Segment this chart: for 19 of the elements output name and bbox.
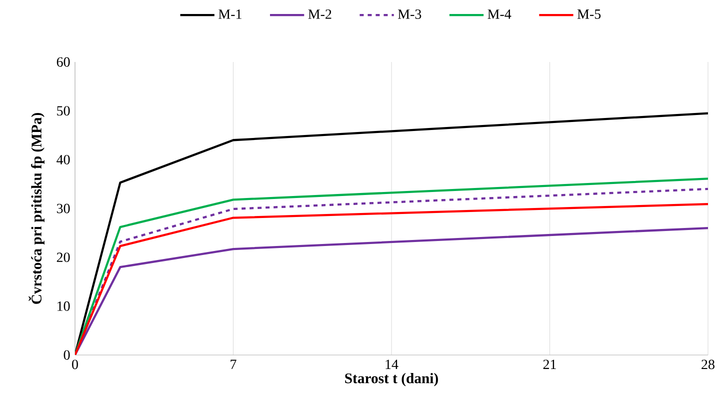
y-tick-label: 60 [56,57,70,67]
y-tick-label: 0 [64,350,70,360]
x-tick-label: 21 [543,360,556,369]
legend-label: M-1 [218,9,242,19]
y-tick-label: 30 [56,204,70,214]
y-tick-label: 10 [58,301,70,311]
legend-label: M-5 [577,10,601,19]
legend-label: M-4 [488,10,512,19]
y-tick-label: 40 [56,154,70,164]
x-tick-label: 7 [230,360,236,369]
y-tick-label: 20 [56,252,70,262]
x-tick-label: 14 [386,360,398,369]
y-tick-label: 50 [57,106,70,116]
x-tick-label: 28 [702,360,714,370]
y-axis-title: Čvrstoća pri pritisku fp (MPa) [28,112,44,304]
x-tick-label: 0 [72,360,78,370]
legend-label: M-2 [308,9,332,19]
x-axis-title: Starost t (dani) [345,372,438,386]
legend-label: M-3 [398,9,422,19]
